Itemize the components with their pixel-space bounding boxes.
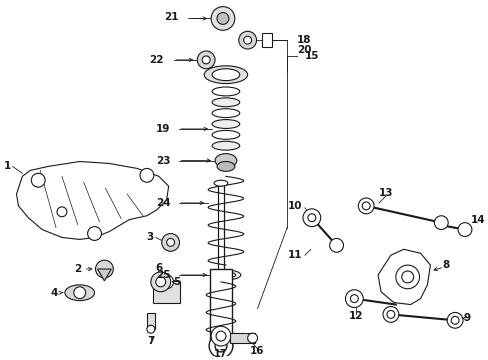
Text: 8: 8 [441, 260, 448, 270]
Ellipse shape [212, 109, 239, 118]
Ellipse shape [65, 285, 94, 301]
Ellipse shape [212, 141, 239, 150]
Circle shape [238, 31, 256, 49]
Circle shape [247, 333, 257, 343]
Circle shape [160, 275, 173, 289]
Text: 12: 12 [348, 311, 363, 321]
Circle shape [150, 272, 170, 292]
Circle shape [57, 207, 67, 217]
Circle shape [307, 214, 315, 222]
Ellipse shape [215, 154, 236, 167]
Circle shape [140, 168, 154, 182]
Text: 22: 22 [149, 55, 163, 65]
Text: 24: 24 [156, 198, 170, 208]
Text: 13: 13 [378, 188, 392, 198]
Bar [210, 269, 231, 348]
Text: 21: 21 [163, 13, 178, 22]
Text: 9: 9 [462, 313, 469, 323]
Circle shape [209, 334, 232, 358]
Text: 19: 19 [156, 124, 170, 134]
Circle shape [362, 202, 369, 210]
Bar [153, 281, 180, 302]
Circle shape [329, 238, 343, 252]
Text: 10: 10 [287, 201, 302, 211]
Circle shape [74, 287, 85, 299]
Ellipse shape [212, 87, 239, 96]
Polygon shape [377, 249, 429, 305]
Text: 3: 3 [146, 233, 154, 243]
Text: 5: 5 [173, 277, 181, 287]
Circle shape [350, 295, 358, 302]
Circle shape [243, 36, 251, 44]
Text: 16: 16 [250, 346, 264, 356]
Text: 1: 1 [3, 161, 11, 171]
Circle shape [87, 226, 101, 240]
Text: 23: 23 [156, 156, 170, 166]
Text: 15: 15 [305, 51, 319, 61]
Circle shape [386, 310, 394, 318]
Ellipse shape [212, 98, 239, 107]
Polygon shape [97, 269, 111, 281]
Polygon shape [17, 162, 168, 239]
Circle shape [303, 209, 320, 226]
Circle shape [31, 173, 45, 187]
Circle shape [211, 6, 234, 30]
Text: 14: 14 [470, 215, 485, 225]
Bar [230, 333, 255, 343]
Circle shape [202, 56, 210, 64]
Ellipse shape [212, 69, 239, 81]
Circle shape [395, 265, 419, 289]
Circle shape [156, 277, 165, 287]
Text: 18: 18 [296, 35, 311, 45]
Text: 4: 4 [51, 288, 58, 298]
Circle shape [457, 223, 471, 237]
Text: 2: 2 [74, 264, 81, 274]
Bar [262, 33, 272, 47]
Circle shape [146, 325, 155, 333]
Circle shape [166, 238, 174, 246]
Ellipse shape [212, 120, 239, 129]
Ellipse shape [217, 162, 234, 171]
Text: 7: 7 [147, 336, 154, 346]
Circle shape [211, 326, 230, 346]
Circle shape [217, 13, 228, 24]
Text: 20: 20 [296, 45, 311, 55]
Circle shape [216, 331, 225, 341]
Circle shape [162, 234, 179, 251]
Circle shape [447, 312, 462, 328]
Ellipse shape [211, 270, 240, 280]
Circle shape [401, 271, 413, 283]
Circle shape [382, 306, 398, 322]
Circle shape [450, 316, 458, 324]
Text: 11: 11 [287, 250, 302, 260]
Circle shape [197, 51, 215, 69]
Text: 6: 6 [155, 263, 162, 273]
Circle shape [433, 216, 447, 230]
Ellipse shape [204, 66, 247, 84]
Circle shape [358, 198, 373, 214]
Bar [146, 314, 155, 329]
Text: 17: 17 [214, 349, 227, 359]
Circle shape [95, 260, 113, 278]
Text: 25: 25 [156, 270, 170, 280]
Circle shape [345, 290, 363, 307]
Ellipse shape [216, 272, 235, 278]
Circle shape [215, 340, 226, 352]
Ellipse shape [214, 180, 227, 186]
Ellipse shape [212, 130, 239, 139]
